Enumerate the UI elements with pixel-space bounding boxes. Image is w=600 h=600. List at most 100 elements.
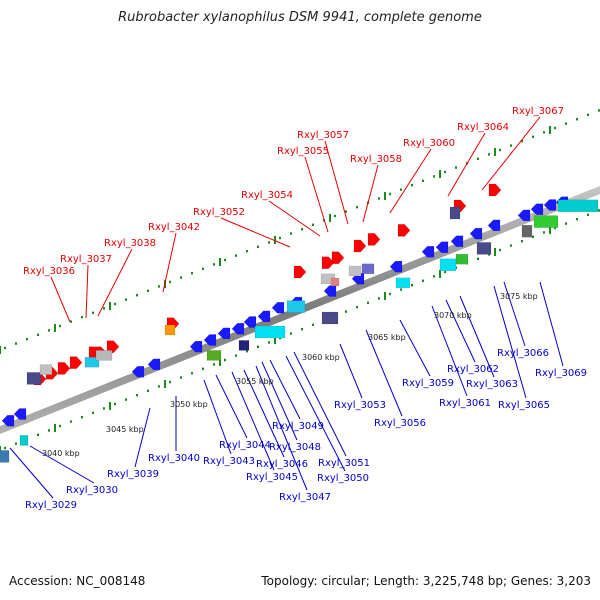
label-leader-lines [9,116,564,499]
misc-gene [521,224,533,238]
forward-gene [331,251,345,265]
scale-label: 3045 kbp [106,425,144,434]
leader-line-bottom [339,343,363,399]
gene-label-bottom: Rxyl_3045 [246,472,298,483]
reverse-gene [517,209,531,222]
leader-line-bottom [231,371,275,471]
gene-label-top: Rxyl_3036 [23,266,75,277]
gene-label-bottom: Rxyl_3030 [66,485,118,496]
misc-gene [455,253,469,265]
gene-label-top: Rxyl_3055 [277,146,329,157]
accession-text: Accession: NC_008148 [9,574,146,588]
leader-line-bottom [29,445,95,484]
reverse-gene [323,285,337,297]
scale-labels: 3040 kbp 3045 kbp 3050 kbp 3055 kbp 3060 kbp… [42,292,538,458]
forward-gene [293,265,307,279]
forward-gene [69,356,83,369]
gene-label-bottom: Rxyl_3059 [402,378,454,389]
leader-line-bottom [261,361,298,441]
leader-line-bottom [269,359,301,420]
forward-gene [57,362,71,375]
scale-label: 3070 kbp [434,311,472,320]
misc-gene [286,300,306,313]
reverse-gene [435,241,449,253]
gene-label-top: Rxyl_3058 [350,154,402,165]
reverse-gene [131,366,145,378]
gene-label-bottom: Rxyl_3044 [219,440,271,451]
reverse-gene [217,327,231,340]
misc-gene [476,242,492,255]
genome-title: Rubrobacter xylanophilus DSM 9941, compl… [118,10,482,25]
forward-gene [321,256,335,270]
gene-label-bottom: Rxyl_3039 [107,469,159,480]
gene-label-bottom: Rxyl_3053 [334,400,386,411]
gene-label-top: Rxyl_3042 [148,222,200,233]
misc-gene [95,350,113,361]
gene-label-top: Rxyl_3052 [193,207,245,218]
reverse-gene [189,340,203,353]
leader-line-bottom [134,407,151,468]
gene-label-bottom: Rxyl_3050 [317,473,369,484]
misc-gene [321,311,339,325]
gene-label-bottom: Rxyl_3029 [25,500,77,511]
gene-label-top: Rxyl_3057 [297,130,349,141]
reverse-gene [421,246,435,258]
misc-gene [164,324,176,336]
reverse-gene [469,227,483,240]
forward-gene [367,233,381,246]
reverse-gene [203,334,217,346]
gene-label-bottom: Rxyl_3061 [439,398,491,409]
gene-label-bottom: Rxyl_3049 [272,421,324,432]
leader-line-top [304,156,329,233]
leader-line-bottom [293,351,347,457]
gene-label-bottom: Rxyl_3063 [466,379,518,390]
leader-line-top [447,132,486,197]
gene-label-bottom: Rxyl_3069 [535,368,587,379]
leader-line-bottom [285,355,346,472]
leader-line-top [324,140,349,225]
leader-line-top [85,264,89,319]
reverse-gene [231,323,245,335]
reverse-gene [147,358,161,371]
misc-gene [557,199,599,213]
leader-line-top [389,148,432,214]
reverse-gene [271,302,285,314]
gene-label-top: Rxyl_3054 [241,190,293,201]
scale-label: 3060 kbp [302,353,340,362]
gene-label-top: Rxyl_3038 [104,238,156,249]
gene-label-bottom: Rxyl_3066 [497,348,549,359]
misc-gene [26,372,42,385]
gene-label-bottom: Rxyl_3048 [269,442,321,453]
leader-line-bottom [243,369,285,458]
gene-label-bottom: Rxyl_3043 [203,456,255,467]
gene-label-bottom: Rxyl_3065 [498,400,550,411]
gene-label-bottom: Rxyl_3056 [374,418,426,429]
scale-label: 3040 kbp [42,449,80,458]
reverse-gene [487,219,501,232]
misc-gene [238,340,250,351]
misc-gene [84,356,100,368]
gene-label-bottom: Rxyl_3062 [447,364,499,375]
leader-line-bottom [9,447,54,499]
gene-label-top: Rxyl_3067 [512,106,564,117]
forward-gene [353,239,367,253]
scale-label: 3065 kbp [368,333,406,342]
reverse-gene [243,316,257,328]
gene-label-bottom: Rxyl_3047 [279,492,331,503]
scale-label: 3075 kbp [500,292,538,301]
leader-line-top [268,200,321,237]
leader-line-bottom [255,365,308,491]
reverse-gene [1,415,15,427]
leader-line-bottom [539,281,564,367]
leader-line-bottom [459,295,495,378]
misc-gene [439,258,457,272]
reverse-gene [530,203,544,215]
reverse-gene [389,260,403,273]
gene-label-bottom: Rxyl_3051 [318,458,370,469]
leader-line-bottom [203,379,232,455]
misc-gene [395,277,411,289]
leader-line-top [220,217,291,248]
leader-line-top [362,164,379,223]
